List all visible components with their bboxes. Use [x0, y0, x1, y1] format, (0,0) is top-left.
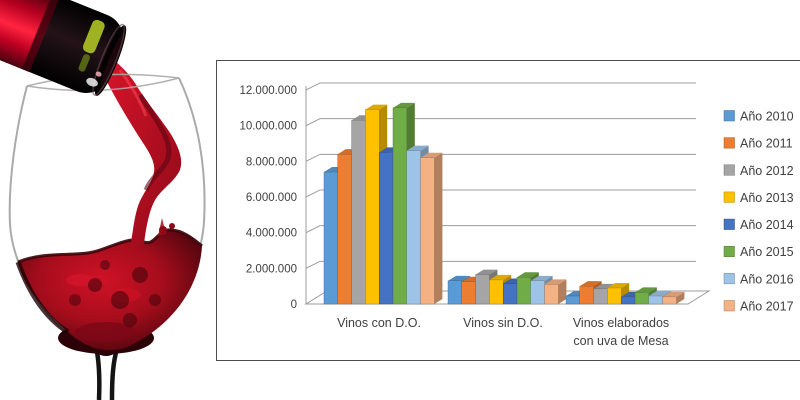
- y-tick-label: 4.000.000: [246, 228, 297, 240]
- legend-label: Año 2011: [740, 137, 793, 151]
- bar-side: [434, 152, 443, 304]
- y-tick-label: 0: [291, 299, 297, 311]
- y-tick-label: 8.000.000: [246, 156, 297, 168]
- bar-año-2010-cat2: [447, 280, 463, 305]
- bar-top: [365, 104, 388, 110]
- bar-año-2013-cat2: [489, 279, 504, 305]
- bar-año-2014-cat3: [621, 296, 636, 305]
- bar-año-2012-cat2: [475, 274, 490, 305]
- y-tick-label: 6.000.000: [246, 192, 297, 204]
- bar-top: [607, 282, 630, 288]
- bar-año-2013-cat3: [607, 287, 622, 305]
- y-tick-label: 12.000.000: [239, 85, 297, 97]
- wine-stream: [104, 55, 182, 248]
- legend-swatch: [723, 300, 735, 312]
- bar-top: [579, 281, 602, 287]
- bar-top: [544, 279, 567, 285]
- legend-label: Año 2013: [740, 191, 794, 205]
- legend-swatch: [723, 191, 735, 203]
- bar-side: [558, 279, 567, 304]
- legend-swatch: [723, 245, 735, 257]
- legend-label: Año 2014: [740, 218, 794, 232]
- bar-año-2011-cat2: [461, 281, 476, 305]
- y-tick-label: 2.000.000: [246, 263, 297, 275]
- wine-in-glass: [15, 218, 203, 354]
- bar-año-2013-cat1: [365, 109, 380, 305]
- bar-año-2012-cat1: [351, 120, 366, 305]
- bar-top: [448, 275, 470, 281]
- gridline: [305, 82, 696, 91]
- bar-top: [593, 283, 616, 289]
- legend-swatch: [723, 164, 735, 176]
- gridline: [305, 225, 696, 234]
- bar-top: [393, 102, 415, 108]
- x-category-label: con uva de Mesa: [573, 334, 668, 348]
- legend-swatch: [723, 110, 735, 122]
- bar-año-2016-cat2: [530, 280, 545, 305]
- bar-año-2017-cat2: [544, 284, 559, 305]
- bar-top: [530, 275, 553, 281]
- bar-año-2015-cat2: [516, 277, 532, 305]
- legend-label: Año 2010: [740, 110, 794, 124]
- bar-top: [635, 287, 657, 293]
- y-tick-label: 10.000.000: [239, 121, 297, 133]
- bar-año-2016-cat3: [648, 295, 663, 305]
- x-category-label: Vinos sin D.O.: [463, 316, 543, 330]
- legend-swatch: [723, 218, 735, 230]
- legend-label: Año 2015: [740, 245, 794, 259]
- bar-año-2010-cat1: [323, 171, 339, 305]
- bar-año-2017-cat1: [420, 157, 435, 305]
- bar-side: [676, 291, 685, 304]
- gridline: [305, 118, 696, 127]
- glass-stem: [93, 346, 102, 400]
- gridline: [305, 260, 696, 269]
- legend-label: Año 2016: [740, 272, 794, 286]
- bar-top: [489, 274, 512, 280]
- bar-año-2010-cat3: [565, 295, 581, 305]
- bar-top: [420, 152, 443, 158]
- bar-año-2016-cat1: [406, 150, 421, 305]
- bar-top: [475, 269, 498, 275]
- bar-top: [648, 290, 671, 296]
- gridline: [305, 189, 696, 198]
- x-category-label: Vinos con D.O.: [337, 316, 421, 330]
- chart-container: 0 2.000.000 4.000.000 6.000.000 8.000.000 10.…: [216, 60, 800, 361]
- bar-top: [662, 291, 685, 297]
- bar-top: [517, 272, 539, 278]
- bottle-foil: [0, 0, 61, 72]
- wine-bottle: [0, 0, 127, 96]
- legend-label: Año 2012: [740, 164, 794, 178]
- bar-año-2014-cat2: [503, 283, 518, 305]
- legend-label: Año 2017: [740, 299, 794, 313]
- legend-swatch: [723, 137, 735, 149]
- bar-chart: 0 2.000.000 4.000.000 6.000.000 8.000.000 10.…: [239, 82, 794, 348]
- bar-año-2017-cat3: [662, 296, 677, 305]
- wine-pour-photo: [0, 0, 206, 400]
- bar-año-2015-cat1: [392, 107, 408, 305]
- legend-swatch: [723, 273, 735, 285]
- bar-año-2015-cat3: [634, 292, 650, 305]
- gridline: [305, 153, 696, 162]
- bar-año-2014-cat1: [378, 152, 394, 305]
- bar-año-2011-cat3: [579, 285, 594, 305]
- x-category-label: Vinos elaborados: [573, 316, 669, 330]
- bar-top: [406, 145, 429, 151]
- bar-año-2012-cat3: [593, 288, 608, 305]
- bar-año-2011-cat1: [337, 153, 352, 305]
